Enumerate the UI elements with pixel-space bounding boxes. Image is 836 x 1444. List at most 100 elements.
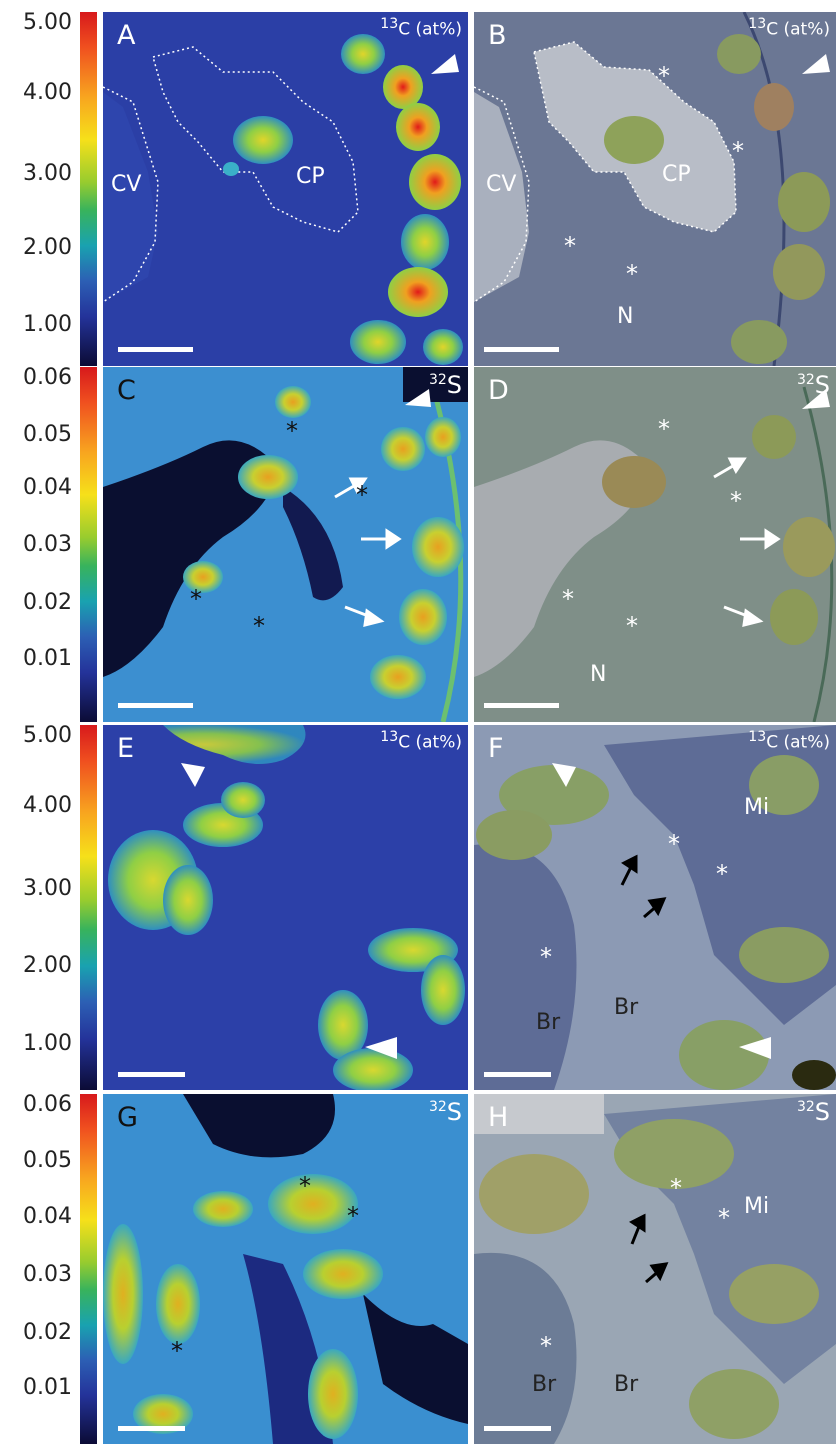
asterisk-mark: * (347, 1202, 359, 1230)
panel-g: G 32S * * * (103, 1094, 468, 1444)
isotope-label: 13C (at%) (748, 16, 830, 40)
scale-bar (484, 1072, 551, 1077)
asterisk-mark: * (626, 612, 638, 640)
label-br: Br (536, 1010, 561, 1035)
asterisk-mark: * (732, 137, 744, 165)
isotope-label: 13C (at%) (380, 729, 462, 753)
scale-bar (484, 703, 559, 708)
tick: 4.00 (23, 80, 72, 105)
panel-b-image (474, 12, 836, 366)
panel-h: H 32S Mi Br Br * * * (474, 1094, 836, 1444)
row-ef: 5.00 4.00 3.00 2.00 1.00 E 13C (at%) (0, 725, 836, 1090)
isotope-label: 32S (797, 1098, 830, 1126)
arrowhead-icon (739, 1037, 771, 1059)
arrow-icon (629, 1213, 669, 1284)
isotope-label: 13C (at%) (748, 729, 830, 753)
isotope-name: S (446, 371, 462, 399)
arrowhead-icon (802, 54, 830, 74)
tick: 0.06 (23, 1092, 72, 1117)
isotope-mass: 32 (428, 372, 447, 388)
isotope-label: 32S (429, 1098, 462, 1126)
asterisk-mark: * (540, 943, 552, 971)
asterisk-mark: * (540, 1332, 552, 1360)
scale-bar (118, 1426, 185, 1431)
isotope-mass: 13 (380, 16, 399, 32)
isotope-label: 13C (at%) (380, 16, 462, 40)
tick: 3.00 (23, 876, 72, 901)
panel-f-image (474, 725, 836, 1090)
isotope-mass: 13 (380, 729, 399, 745)
tick: 0.02 (23, 590, 72, 615)
scale-bar (118, 347, 193, 352)
label-mi: Mi (744, 795, 770, 820)
asterisk-mark: * (658, 62, 670, 90)
panel-f: F 13C (at%) Mi Br Br * * * (474, 725, 836, 1090)
isotope-name: S (814, 371, 830, 399)
colorbar-ticks-s32: 0.06 0.05 0.04 0.03 0.02 0.01 (0, 1094, 72, 1444)
panel-e: E 13C (at%) (103, 725, 468, 1090)
asterisk-mark: * (253, 612, 265, 640)
panel-letter: A (117, 20, 136, 51)
panel-a-image (103, 12, 468, 366)
label-n: N (590, 662, 607, 687)
scale-bar (484, 1426, 551, 1431)
label-cv: CV (111, 172, 142, 197)
isotope-name: S (446, 1098, 462, 1126)
panel-letter: E (117, 733, 135, 764)
colorbar-ticks-c13: 5.00 4.00 3.00 2.00 1.00 (0, 725, 72, 1090)
tick: 2.00 (23, 953, 72, 978)
isotope-label: 32S (429, 371, 462, 399)
asterisk-mark: * (658, 415, 670, 443)
label-cp: CP (296, 164, 325, 189)
asterisk-mark: * (562, 585, 574, 613)
arrowhead-icon (802, 389, 830, 409)
isotope-name: S (814, 1098, 830, 1126)
colorbar-s32 (80, 367, 97, 722)
tick: 0.04 (23, 1204, 72, 1229)
panel-e-image (103, 725, 468, 1090)
isotope-mass: 13 (748, 16, 767, 32)
asterisk-mark: * (356, 481, 368, 509)
colorbar-ticks-s32: 0.06 0.05 0.04 0.03 0.02 0.01 (0, 367, 72, 722)
arrow-icon (334, 477, 402, 627)
isotope-mass: 32 (796, 1099, 815, 1115)
isotope-mass: 32 (428, 1099, 447, 1115)
tick: 0.06 (23, 365, 72, 390)
tick: 0.03 (23, 1262, 72, 1287)
isotope-name: C (at%) (398, 19, 462, 40)
label-cp: CP (662, 162, 691, 187)
scale-bar (484, 347, 559, 352)
panel-letter: H (488, 1102, 509, 1133)
asterisk-mark: * (716, 860, 728, 888)
tick: 0.05 (23, 422, 72, 447)
isotope-mass: 13 (748, 729, 767, 745)
panel-letter: D (488, 375, 509, 406)
arrow-icon (713, 457, 781, 627)
tick: 0.04 (23, 475, 72, 500)
asterisk-mark: * (286, 417, 298, 445)
asterisk-mark: * (299, 1172, 311, 1200)
tick: 1.00 (23, 312, 72, 337)
isotope-label: 32S (797, 371, 830, 399)
asterisk-mark: * (730, 487, 742, 515)
arrowhead-icon (552, 763, 576, 787)
tick: 0.01 (23, 646, 72, 671)
colorbar-ticks-c13: 5.00 4.00 3.00 2.00 1.00 (0, 12, 72, 366)
scale-bar (118, 703, 193, 708)
row-ab: 5.00 4.00 3.00 2.00 1.00 (0, 12, 836, 366)
arrowhead-icon (365, 1037, 397, 1059)
arrow-icon (620, 854, 667, 919)
tick: 5.00 (23, 10, 72, 35)
asterisk-mark: * (190, 585, 202, 613)
arrowhead-icon (181, 763, 205, 787)
panel-d-image (474, 367, 836, 722)
panel-letter: G (117, 1102, 138, 1133)
scale-bar (118, 1072, 185, 1077)
arrowhead-icon (431, 54, 459, 74)
tick: 0.03 (23, 532, 72, 557)
tick: 5.00 (23, 723, 72, 748)
row-cd: 0.06 0.05 0.04 0.03 0.02 0.01 (0, 367, 836, 722)
label-n: N (617, 304, 634, 329)
row-gh: 0.06 0.05 0.04 0.03 0.02 0.01 G 32S * * (0, 1094, 836, 1444)
panel-g-image (103, 1094, 468, 1444)
